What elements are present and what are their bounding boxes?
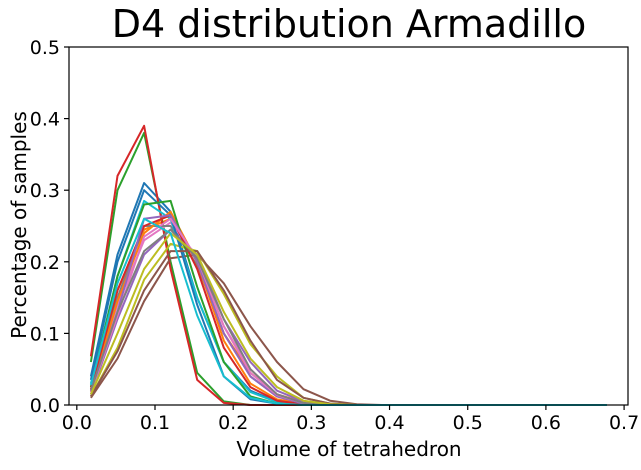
series-line-4 — [89, 124, 607, 406]
y-tick-label: 0.4 — [30, 109, 60, 131]
x-tick-label: 0.4 — [374, 412, 404, 434]
series-line-15 — [89, 214, 607, 406]
series-line-9 — [90, 242, 607, 406]
series-line-14 — [89, 214, 607, 406]
series-layer — [89, 124, 607, 406]
series-line-16 — [90, 250, 607, 406]
y-axis-label: Percentage of samples — [7, 111, 31, 339]
y-tick-label: 0.3 — [30, 180, 60, 202]
series-line-12 — [89, 210, 607, 406]
x-axis-label: Volume of tetrahedron — [236, 437, 461, 461]
y-tick-label: 0.1 — [30, 323, 60, 345]
x-tick-label: 0.1 — [140, 412, 170, 434]
axes-layer: 0.0 0.1 0.2 0.3 0.4 0.5 0.6 0.7 0.0 0.1 0.2 0.3 0.4 0… — [30, 37, 639, 434]
x-tick-label: 0.3 — [296, 412, 326, 434]
series-line-3 — [89, 131, 607, 406]
y-tick-label: 0.5 — [30, 37, 60, 59]
plot-frame — [68, 46, 629, 406]
x-tick-label: 0.2 — [218, 412, 248, 434]
x-tick-label: 0.5 — [453, 412, 483, 434]
series-line-6 — [90, 253, 607, 406]
series-line-11 — [89, 189, 607, 406]
y-tick-label: 0.0 — [30, 395, 60, 417]
x-tick-label: 0.7 — [609, 412, 639, 434]
x-tick-label: 0.0 — [62, 412, 92, 434]
chart-title: D4 distribution Armadillo — [112, 2, 586, 46]
y-tick-label: 0.2 — [30, 252, 60, 274]
x-tick-label: 0.6 — [531, 412, 561, 434]
